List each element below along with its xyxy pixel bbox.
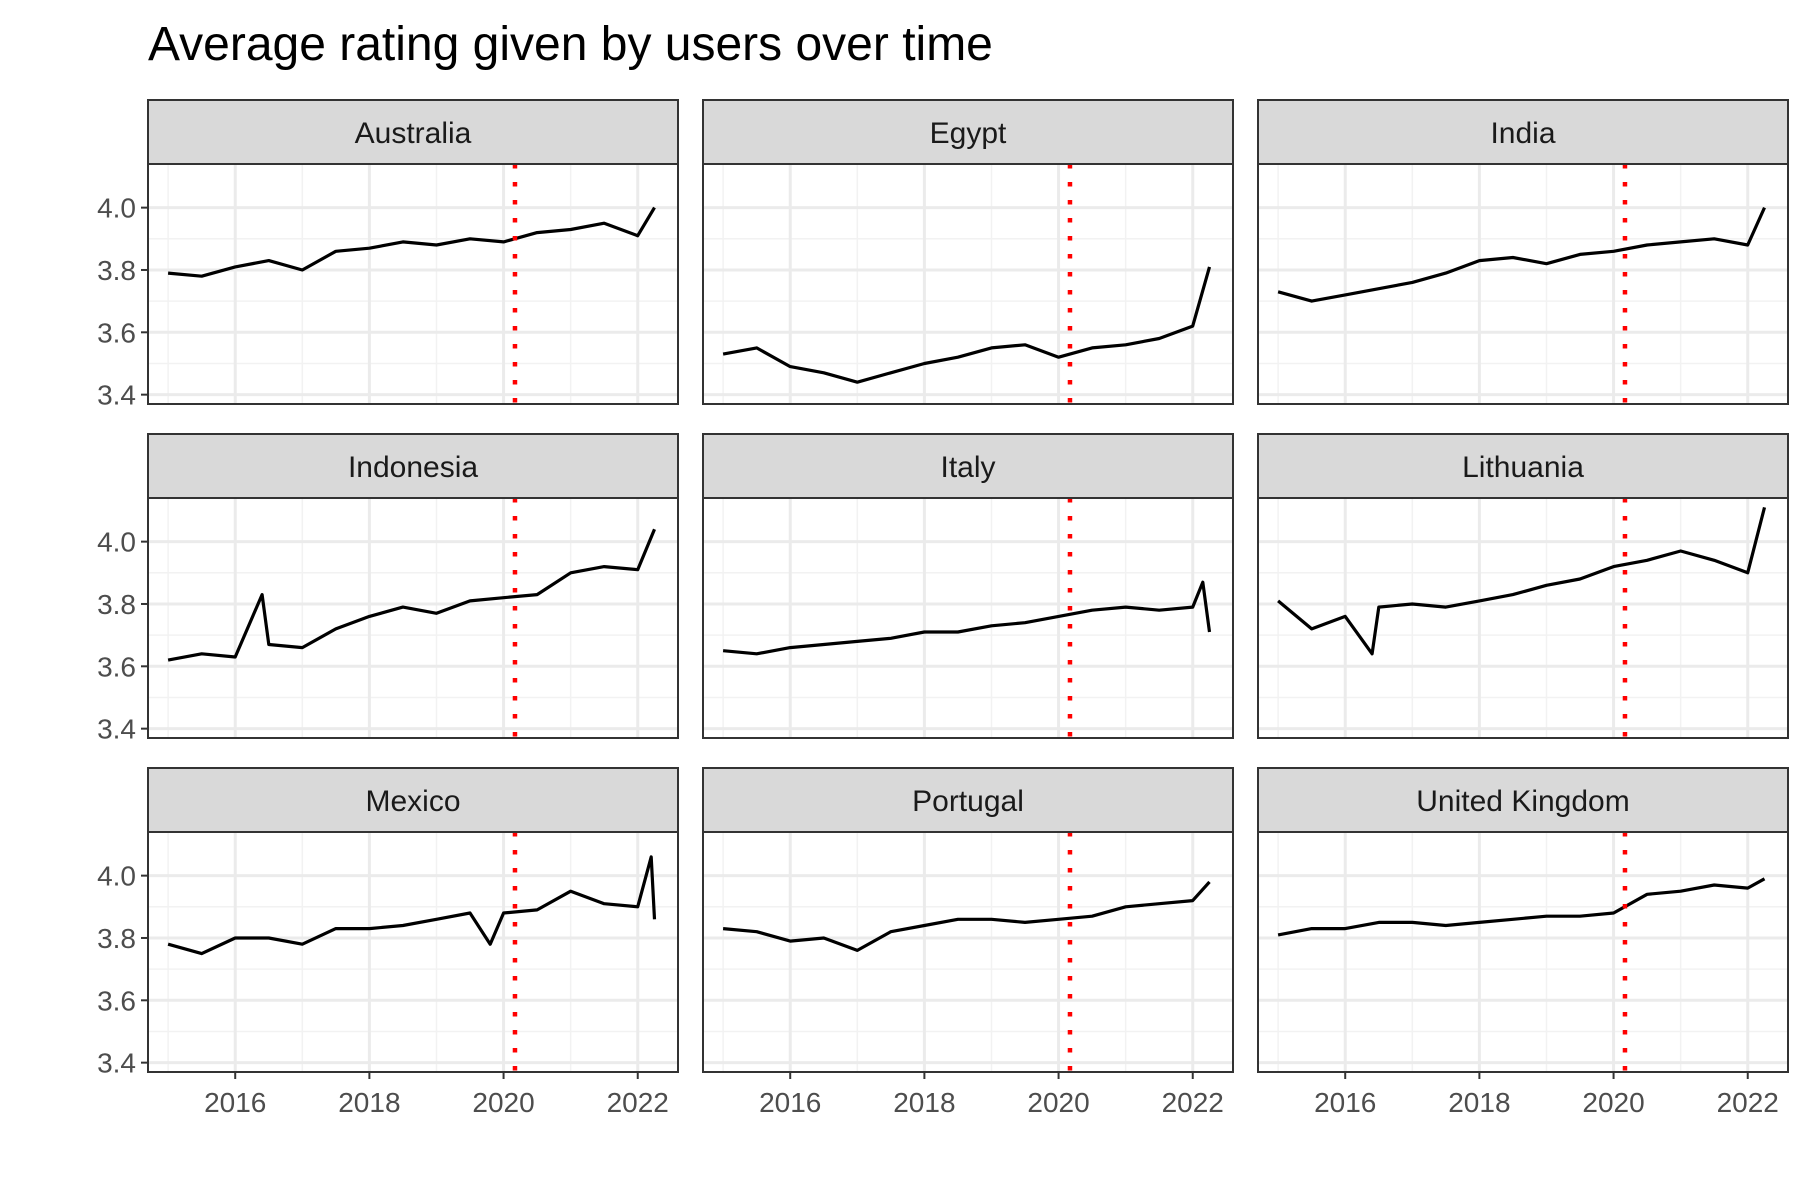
series-line bbox=[1277, 877, 1766, 937]
facet-strip bbox=[1257, 767, 1789, 833]
plot-background bbox=[1258, 832, 1788, 1072]
x-tick-label: 2016 bbox=[204, 1087, 266, 1118]
x-tick-label: 2016 bbox=[1314, 1087, 1376, 1118]
y-tick-label: 3.6 bbox=[97, 985, 136, 1016]
y-tick-label: 3.8 bbox=[97, 255, 136, 286]
facet-strip bbox=[1257, 433, 1789, 499]
facet-label: United Kingdom bbox=[1416, 785, 1629, 818]
plot-background bbox=[703, 498, 1233, 738]
series-line bbox=[722, 266, 1212, 384]
y-tick-label: 3.4 bbox=[97, 380, 136, 411]
facet-label: India bbox=[1490, 117, 1555, 150]
facet-panel: Lithuania bbox=[1257, 433, 1789, 739]
y-tick-label: 3.4 bbox=[97, 1048, 136, 1079]
panel-border bbox=[1257, 497, 1789, 739]
facet-panel: Indonesia 3.4 3.6 3.8 4.0 bbox=[97, 433, 679, 745]
x-tick-label: 2020 bbox=[1582, 1087, 1644, 1118]
plot-background bbox=[703, 164, 1233, 404]
facet-panel: Egypt bbox=[702, 99, 1234, 405]
y-tick-label: 3.4 bbox=[97, 714, 136, 745]
panel-border bbox=[702, 497, 1234, 739]
facet-label: Australia bbox=[355, 117, 472, 150]
y-tick-label: 3.6 bbox=[97, 317, 136, 348]
x-tick-label: 2022 bbox=[607, 1087, 669, 1118]
facet-panel: Portugal 2016 2018 2020 2022 bbox=[702, 767, 1234, 1118]
series-line bbox=[167, 528, 656, 662]
facet-strip bbox=[147, 433, 679, 499]
y-tick-label: 3.6 bbox=[97, 651, 136, 682]
series-line bbox=[167, 206, 656, 278]
facet-panel: United Kingdom 2016 2018 2020 2022 bbox=[1257, 767, 1789, 1118]
x-tick-label: 2018 bbox=[893, 1087, 955, 1118]
series-line bbox=[1277, 507, 1767, 656]
facet-label: Indonesia bbox=[348, 451, 478, 484]
plot-background bbox=[703, 832, 1233, 1072]
facet-panel: Australia 3.4 3.6 3.8 4.0 bbox=[97, 99, 679, 411]
facet-panel: Italy bbox=[702, 433, 1234, 739]
panel-border bbox=[147, 497, 679, 739]
panel-border bbox=[147, 163, 679, 405]
series-line bbox=[1277, 206, 1766, 303]
y-tick-label: 4.0 bbox=[97, 861, 136, 892]
y-tick-label: 4.0 bbox=[97, 193, 136, 224]
facet-label: Mexico bbox=[365, 785, 460, 818]
x-tick-label: 2016 bbox=[759, 1087, 821, 1118]
series-line bbox=[722, 580, 1212, 656]
plot-background bbox=[1258, 164, 1788, 404]
x-tick-label: 2018 bbox=[1448, 1087, 1510, 1118]
facet-strip bbox=[147, 767, 679, 833]
series-line bbox=[167, 855, 657, 956]
facet-panel: India bbox=[1257, 99, 1789, 405]
facet-label: Italy bbox=[940, 451, 995, 484]
chart-title: Average rating given by users over time bbox=[148, 18, 993, 71]
facet-strip bbox=[702, 767, 1234, 833]
panel-border bbox=[702, 163, 1234, 405]
y-tick-label: 3.8 bbox=[97, 923, 136, 954]
x-tick-label: 2018 bbox=[338, 1087, 400, 1118]
facet-strip bbox=[147, 99, 679, 165]
plot-background bbox=[148, 832, 678, 1072]
x-tick-label: 2022 bbox=[1717, 1087, 1779, 1118]
facet-label: Lithuania bbox=[1462, 451, 1584, 484]
panel-border bbox=[702, 831, 1234, 1073]
panel-border bbox=[1257, 831, 1789, 1073]
facet-label: Portugal bbox=[912, 785, 1024, 818]
x-tick-label: 2022 bbox=[1162, 1087, 1224, 1118]
facets-layer: Australia 3.4 3.6 3.8 4.0 Egypt India Indonesia… bbox=[97, 99, 1789, 1118]
facet-strip bbox=[702, 433, 1234, 499]
x-tick-label: 2020 bbox=[472, 1087, 534, 1118]
series-line bbox=[722, 880, 1211, 952]
facet-label: Egypt bbox=[930, 117, 1007, 150]
y-tick-label: 4.0 bbox=[97, 527, 136, 558]
panel-border bbox=[1257, 163, 1789, 405]
y-tick-label: 3.8 bbox=[97, 589, 136, 620]
facet-strip bbox=[1257, 99, 1789, 165]
x-tick-label: 2020 bbox=[1027, 1087, 1089, 1118]
plot-background bbox=[148, 164, 678, 404]
plot-background bbox=[148, 498, 678, 738]
facet-panel: Mexico 3.4 3.6 3.8 4.0 2016 2018 2020 2022 bbox=[97, 767, 679, 1118]
panel-border bbox=[147, 831, 679, 1073]
